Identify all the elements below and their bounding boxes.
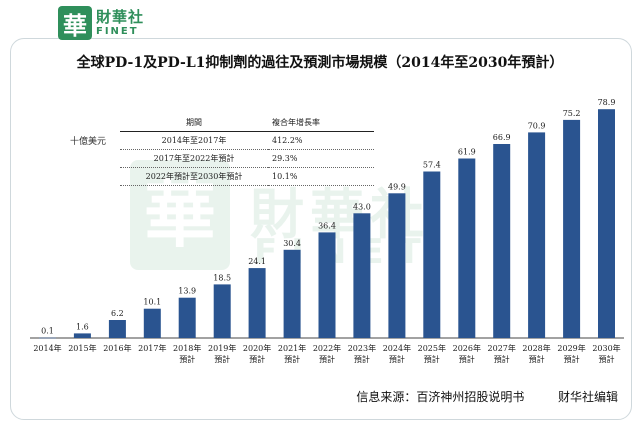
x-tick-label: 2015年 (68, 343, 96, 353)
bar-value-label: 66.9 (493, 133, 511, 142)
bar-value-label: 1.6 (76, 322, 89, 331)
cagr-row: 2014年至2017年 412.2% (120, 131, 374, 150)
bar-value-label: 70.9 (528, 121, 546, 130)
bar-value-label: 75.2 (563, 109, 581, 118)
x-tick-label: 2018年 (173, 343, 201, 353)
bar-value-label: 78.9 (598, 98, 616, 107)
x-tick-label: 預計 (599, 354, 615, 364)
x-tick-label: 預計 (179, 354, 195, 364)
bar (353, 213, 371, 338)
bar-value-label: 13.9 (178, 287, 196, 296)
x-tick-label: 2017年 (138, 343, 166, 353)
x-tick-label: 2020年 (243, 343, 271, 353)
x-tick-label: 2025年 (418, 343, 446, 353)
x-tick-label: 2028年 (522, 343, 550, 353)
bar (108, 320, 126, 338)
cagr-header-rate: 複合年增長率 (268, 114, 374, 132)
bar-value-label: 43.0 (353, 202, 371, 211)
x-tick-label: 2027年 (488, 343, 516, 353)
cagr-header-period: 期間 (120, 114, 268, 132)
x-tick-label: 2023年 (348, 343, 376, 353)
x-tick-label: 預計 (424, 354, 440, 364)
cagr-table: 期間 複合年增長率 2014年至2017年 412.2% 2017年至2022年… (120, 114, 374, 186)
bar-value-label: 36.4 (318, 221, 336, 230)
bar-value-label: 57.4 (423, 161, 441, 170)
bar (248, 268, 266, 338)
bar (283, 249, 301, 338)
bar-value-label: 61.9 (458, 148, 476, 157)
x-tick-label: 2029年 (557, 343, 585, 353)
bar-value-label: 49.9 (388, 182, 406, 191)
bar (598, 109, 615, 338)
x-tick-label: 預計 (214, 354, 230, 364)
x-tick-label: 預計 (354, 354, 370, 364)
cagr-row: 2022年預計至2030年預計 10.1% (120, 167, 374, 186)
bar (493, 144, 511, 338)
x-tick-label: 預計 (529, 354, 545, 364)
x-tick-label: 預計 (284, 354, 300, 364)
logo-mark-icon: 華 (58, 6, 92, 40)
bar (39, 337, 56, 339)
bar (423, 171, 441, 338)
editor-text: 财华社编辑 (557, 390, 618, 404)
x-tick-label: 2022年 (313, 343, 341, 353)
x-tick-label: 2024年 (383, 343, 411, 353)
x-tick-label: 預計 (389, 354, 405, 364)
y-axis-unit-label: 十億美元 (70, 137, 107, 147)
x-tick-label: 預計 (564, 354, 580, 364)
source-footer: 信息来源：百济神州招股说明书 财华社编辑 (356, 388, 618, 405)
x-tick-label: 2014年 (33, 343, 61, 353)
x-tick-label: 2026年 (453, 343, 481, 353)
x-tick-label: 2016年 (103, 343, 131, 353)
x-tick-label: 預計 (494, 354, 510, 364)
brand-logo: 華 財華社 FINET (58, 6, 144, 40)
x-tick-label: 預計 (459, 354, 475, 364)
bar (563, 119, 581, 339)
bar (458, 158, 476, 338)
x-tick-label: 2019年 (208, 343, 236, 353)
brand-name-en: FINET (96, 25, 139, 37)
bar (178, 297, 196, 338)
bar-value-label: 0.1 (41, 327, 54, 336)
bar-value-label: 30.4 (283, 239, 301, 248)
cagr-row: 2017年至2022年預計 29.3% (120, 149, 374, 168)
bar (73, 333, 91, 338)
bar-value-label: 24.1 (248, 257, 266, 266)
bar-value-label: 10.1 (143, 298, 161, 307)
x-tick-label: 預計 (319, 354, 335, 364)
bar-value-label: 18.5 (213, 273, 231, 282)
x-tick-label: 2021年 (278, 343, 306, 353)
x-tick-label: 2030年 (592, 343, 620, 353)
bar (528, 132, 546, 338)
bar (388, 193, 406, 338)
chart-title: 全球PD-1及PD-L1抑制劑的過往及預測市場規模（2014年至2030年預計） (76, 55, 564, 71)
x-tick-label: 預計 (249, 354, 265, 364)
bar-value-label: 6.2 (111, 309, 124, 318)
source-text: 信息来源：百济神州招股说明书 (356, 390, 525, 404)
brand-name-cn: 財華社 (96, 7, 145, 26)
bar (213, 284, 231, 339)
bar (143, 308, 161, 338)
bar (318, 232, 336, 338)
